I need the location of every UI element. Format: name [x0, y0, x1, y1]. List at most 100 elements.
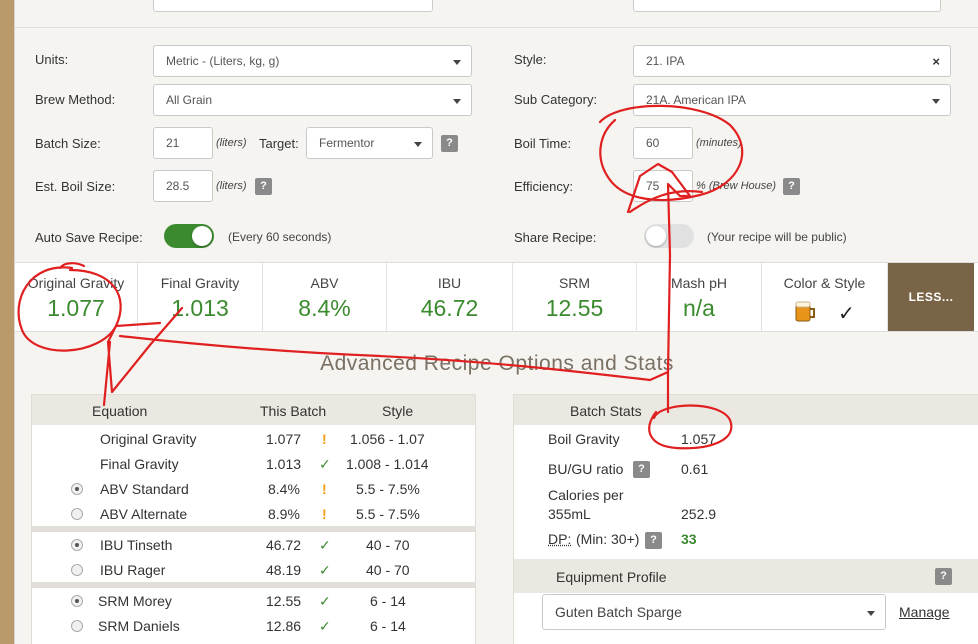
bugu-value: 0.61	[681, 461, 709, 477]
row-batch: 48.19	[266, 562, 302, 578]
row-batch: 1.013	[266, 456, 302, 472]
manage-link[interactable]: Manage	[899, 604, 950, 620]
cut-off-input-left[interactable]	[153, 0, 433, 12]
row-batch: 1.077	[266, 431, 302, 447]
units-value: Metric - (Liters, kg, g)	[166, 54, 280, 68]
check-icon: ✓	[319, 618, 331, 634]
subcategory-label: Sub Category:	[514, 92, 598, 107]
autosave-toggle[interactable]	[164, 224, 214, 248]
batch-col-header: This Batch	[260, 403, 327, 419]
row-style: 1.056 - 1.07	[350, 431, 425, 447]
efficiency-input[interactable]: 75	[633, 170, 693, 202]
warning-icon: !	[322, 506, 327, 522]
row-style: 6 - 14	[370, 618, 406, 634]
less-button[interactable]: LESS...	[888, 263, 974, 331]
subcategory-value: 21A. American IPA	[646, 93, 746, 107]
chevron-down-icon	[453, 99, 461, 104]
stat-label: Original Gravity	[27, 275, 125, 291]
units-select[interactable]: Metric - (Liters, kg, g)	[153, 45, 472, 77]
share-toggle[interactable]	[644, 224, 694, 248]
equipment-help-icon[interactable]: ?	[935, 568, 952, 585]
calories-label-line1: Calories per	[548, 487, 624, 503]
table-row: IBU Tinseth 46.72 ✓ 40 - 70	[32, 533, 475, 558]
batch-size-input[interactable]: 21	[153, 127, 213, 159]
batch-stats-card: Batch Stats Boil Gravity 1.057 BU/GU rat…	[513, 394, 978, 644]
srm-morey-radio[interactable]	[71, 595, 83, 607]
check-icon: ✓	[319, 537, 331, 553]
stat-value: 1.077	[47, 295, 105, 321]
bugu-help-icon[interactable]: ?	[633, 461, 650, 478]
target-select[interactable]: Fermentor	[306, 127, 433, 159]
batch-stats-title: Batch Stats	[570, 403, 642, 419]
brew-method-value: All Grain	[166, 93, 213, 107]
calories-value: 252.9	[681, 506, 717, 522]
dp-value: 33	[681, 531, 697, 547]
equipment-select[interactable]: Guten Batch Sparge	[542, 594, 886, 630]
style-select[interactable]: 21. IPA ×	[633, 45, 951, 77]
target-label: Target:	[259, 136, 299, 151]
brew-method-select[interactable]: All Grain	[153, 84, 472, 116]
stat-srm: SRM 12.55	[513, 263, 637, 331]
target-help-icon[interactable]: ?	[441, 135, 458, 152]
row-style: 6 - 14	[370, 593, 406, 609]
abv-alternate-radio[interactable]	[71, 508, 83, 520]
efficiency-unit: % (Brew House)	[696, 180, 777, 192]
boil-size-value: 28.5	[166, 179, 190, 193]
boil-time-input[interactable]: 60	[633, 127, 693, 159]
boil-time-unit: (minutes)	[696, 137, 742, 149]
check-icon: ✓	[319, 456, 331, 472]
stat-value: 1.013	[171, 295, 229, 321]
ibu-tinseth-radio[interactable]	[71, 539, 83, 551]
stat-value: 8.4%	[298, 295, 351, 321]
boil-size-unit: (liters)	[216, 180, 247, 192]
boil-size-input[interactable]: 28.5	[153, 170, 213, 202]
cut-off-input-right[interactable]	[633, 0, 941, 12]
efficiency-help-icon[interactable]: ?	[783, 178, 800, 195]
calories-label-line2: 355mL	[548, 506, 591, 522]
subcategory-select[interactable]: 21A. American IPA	[633, 84, 951, 116]
row-batch: 8.4%	[268, 481, 300, 497]
table-row: ABV Alternate 8.9% ! 5.5 - 7.5%	[32, 502, 475, 527]
row-name: SRM Morey	[98, 593, 172, 609]
stat-label: IBU	[437, 275, 462, 291]
stat-ibu: IBU 46.72	[387, 263, 513, 331]
toggle-knob	[646, 226, 666, 246]
stat-value: 12.55	[545, 295, 604, 321]
check-icon: ✓	[319, 593, 331, 609]
toggle-knob	[192, 226, 212, 246]
warning-icon: !	[322, 481, 327, 497]
stat-abv: ABV 8.4%	[263, 263, 387, 331]
dp-help-icon[interactable]: ?	[645, 532, 662, 549]
clear-icon[interactable]: ×	[932, 54, 940, 69]
top-strip	[15, 0, 978, 28]
efficiency-value: 75	[646, 179, 660, 193]
units-label: Units:	[35, 52, 69, 67]
batch-stats-header: Batch Stats	[514, 395, 978, 425]
abv-standard-radio[interactable]	[71, 483, 83, 495]
row-style: 40 - 70	[366, 537, 410, 553]
row-style: 5.5 - 7.5%	[356, 506, 420, 522]
share-note: (Your recipe will be public)	[707, 230, 847, 244]
stat-original-gravity: Original Gravity 1.077	[15, 263, 138, 331]
stats-bar: Original Gravity 1.077 Final Gravity 1.0…	[15, 262, 978, 332]
batch-size-value: 21	[166, 136, 180, 150]
target-value: Fermentor	[319, 136, 375, 150]
ibu-rager-radio[interactable]	[71, 564, 83, 576]
efficiency-label: Efficiency:	[514, 179, 574, 194]
equipment-header: Equipment Profile ?	[514, 559, 978, 593]
equation-col-header: Equation	[92, 403, 148, 419]
row-batch: 8.9%	[268, 506, 300, 522]
boil-time-label: Boil Time:	[514, 136, 572, 151]
boil-size-help-icon[interactable]: ?	[255, 178, 272, 195]
stat-label: Mash pH	[670, 275, 728, 291]
table-row: Final Gravity 1.013 ✓ 1.008 - 1.014	[32, 452, 475, 477]
check-icon: ✓	[319, 562, 331, 578]
stat-color-style: Color & Style ✓	[762, 263, 888, 331]
equation-header: Equation This Batch Style	[32, 395, 475, 425]
batch-size-unit: (liters)	[216, 137, 247, 149]
row-style: 5.5 - 7.5%	[356, 481, 420, 497]
boil-time-value: 60	[646, 136, 660, 150]
autosave-label: Auto Save Recipe:	[35, 230, 143, 245]
dp-label[interactable]: DP:	[548, 531, 572, 547]
srm-daniels-radio[interactable]	[71, 620, 83, 632]
